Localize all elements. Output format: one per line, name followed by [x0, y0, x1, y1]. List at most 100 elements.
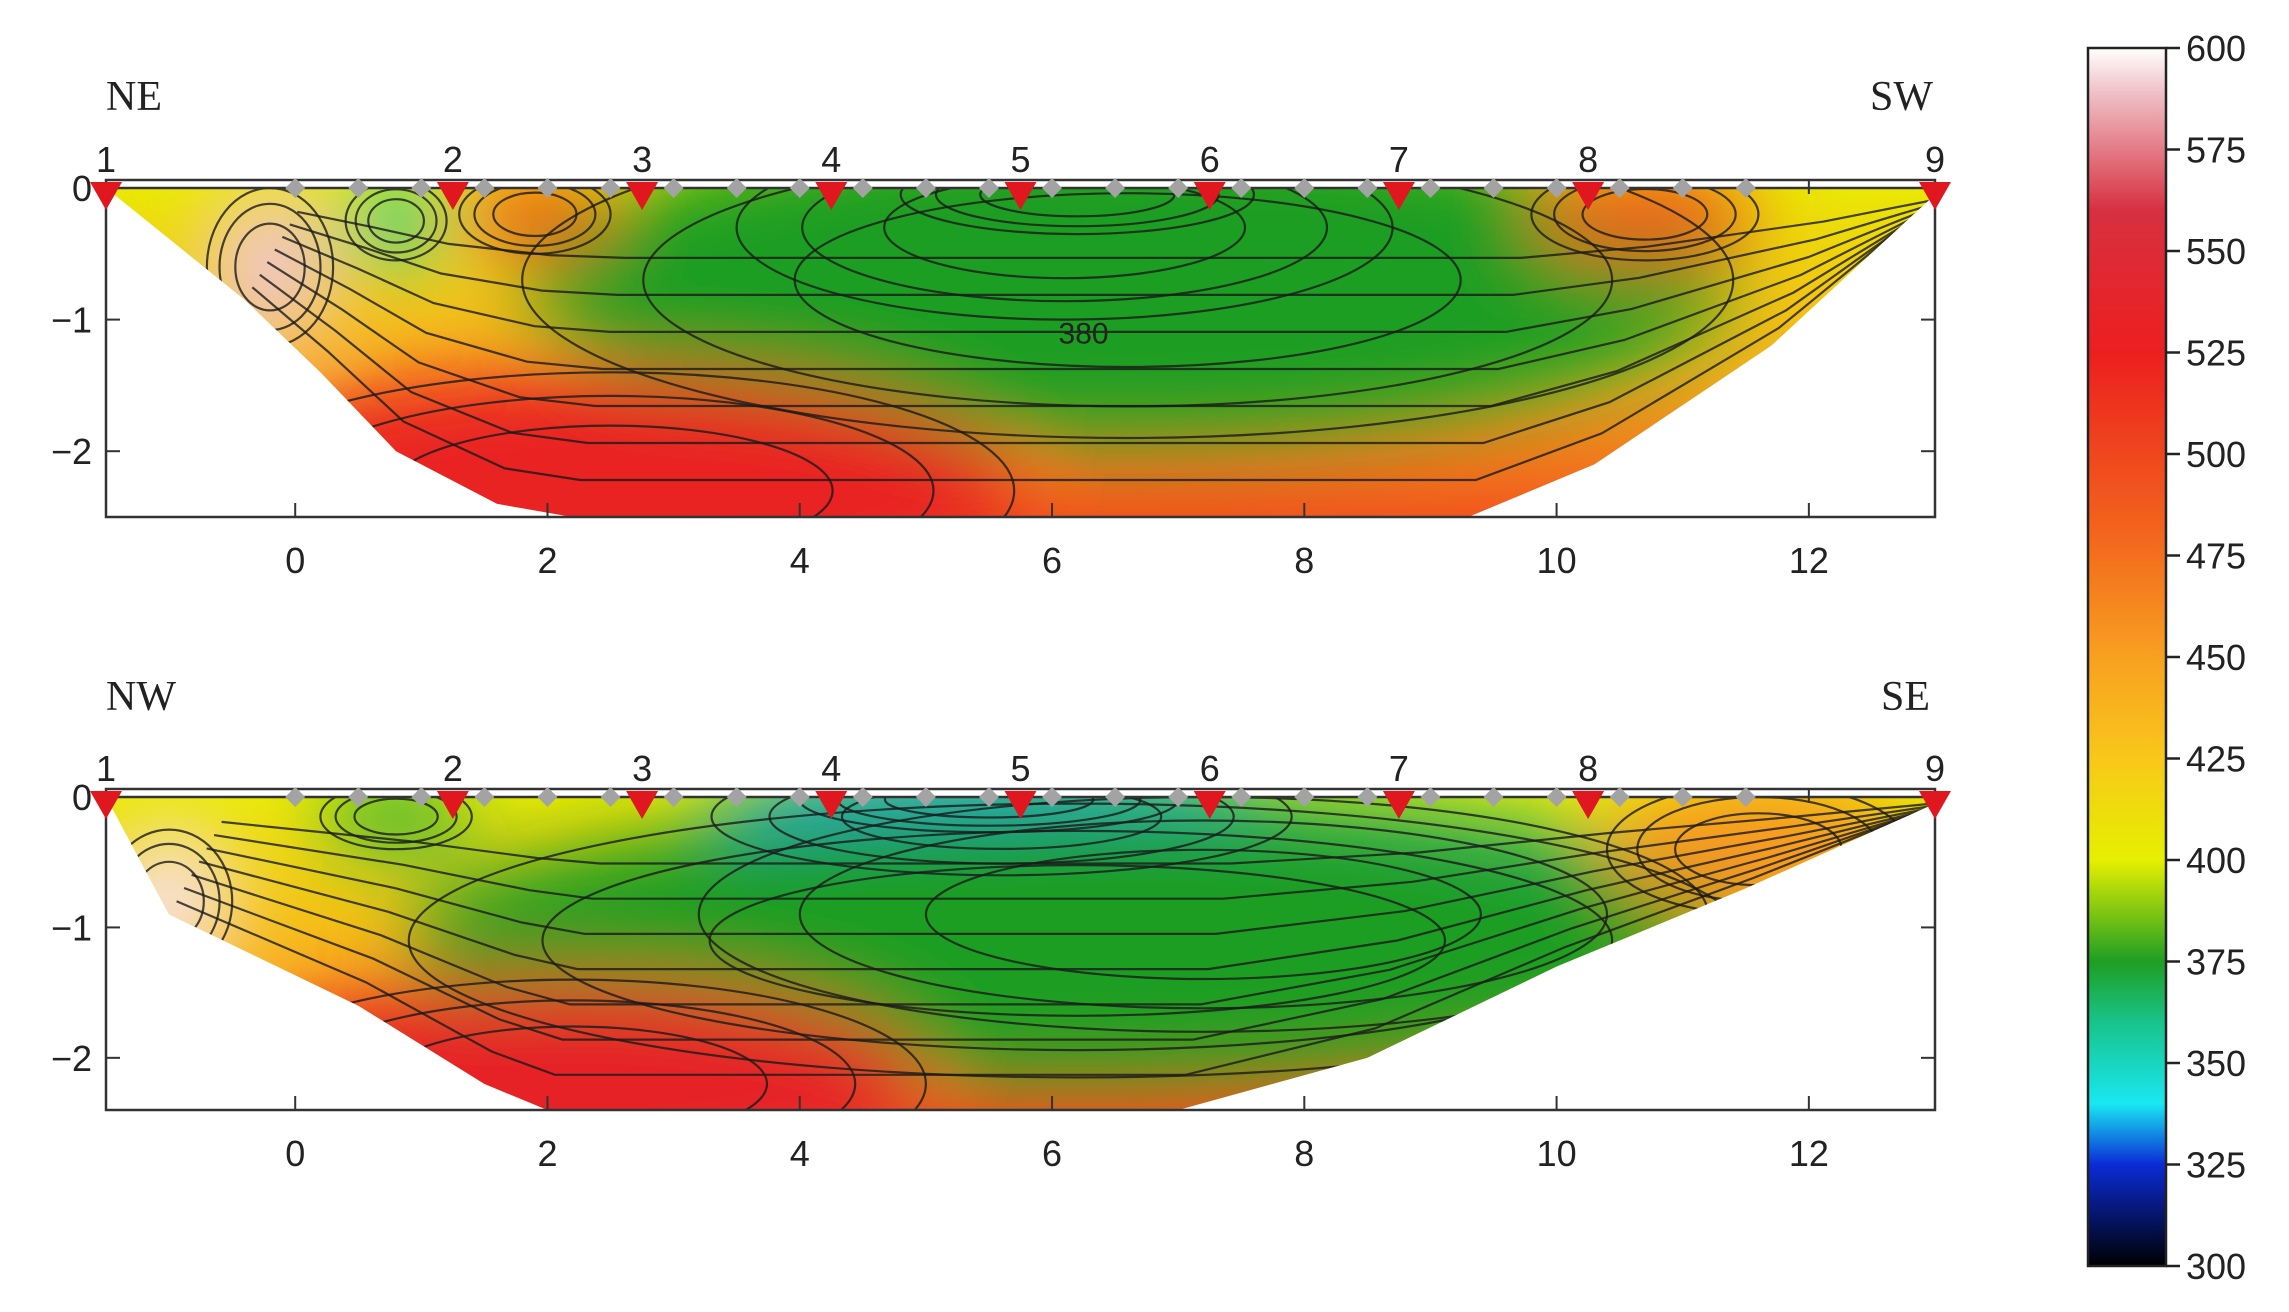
- x-tick-label: 6: [1042, 540, 1062, 581]
- electrode-marker: [978, 178, 999, 198]
- y-tick-label: −2: [51, 431, 92, 472]
- electrode-marker: [1672, 787, 1693, 807]
- electrode-marker: [1168, 787, 1189, 807]
- contour-line: [251, 192, 1935, 482]
- colorbar-tick-label: 600: [2186, 28, 2246, 69]
- station-marker: [815, 182, 848, 210]
- electrode-marker: [1483, 787, 1504, 807]
- electrode-marker: [537, 178, 558, 198]
- station-marker: [1572, 182, 1605, 210]
- electrode-marker: [1546, 178, 1567, 198]
- contour-line: [708, 864, 1447, 1017]
- electrode-marker: [537, 787, 558, 807]
- station-marker: [1919, 791, 1951, 819]
- electrode-marker: [1546, 787, 1567, 807]
- colorbar-tick-label: 325: [2186, 1145, 2246, 1186]
- contour-line: [289, 189, 1935, 296]
- contour-line: [334, 797, 458, 844]
- colorbar-tick-label: 500: [2186, 434, 2246, 475]
- contour-line: [234, 222, 306, 312]
- station-label: 5: [1010, 139, 1030, 180]
- station-marker: [815, 791, 848, 819]
- x-tick-label: 12: [1789, 1133, 1829, 1174]
- electrode-marker: [789, 787, 810, 807]
- y-tick-label: 0: [72, 777, 92, 818]
- station-marker: [90, 182, 122, 210]
- contour-line: [221, 797, 1935, 865]
- colorbar-tick-label: 450: [2186, 637, 2246, 678]
- electrode-marker: [1042, 178, 1063, 198]
- contour-line: [353, 797, 439, 836]
- station-marker: [90, 791, 122, 819]
- bottom-profile-panel: NW SE 0 2 4 6 8 10 120−1−21 2 3 4 5 6 7 8 9: [51, 674, 1951, 1174]
- station-label: 9: [1925, 139, 1945, 180]
- profile-plot: 0 2 4 6 8 10 120−1−21 2 3 4 5 6 7 8 9: [51, 748, 1951, 1174]
- electrode-marker: [726, 787, 747, 807]
- colorbar-tick-label: 375: [2186, 942, 2246, 983]
- contour-line: [297, 188, 1935, 259]
- y-tick-label: −1: [51, 300, 92, 341]
- electrode-marker: [1357, 178, 1378, 198]
- station-label: 1: [96, 748, 116, 789]
- electrode-marker: [1609, 178, 1630, 198]
- x-tick-label: 6: [1042, 1133, 1062, 1174]
- direction-label-left: NE: [106, 74, 162, 120]
- contour-line: [198, 799, 1935, 971]
- contour-line: [367, 198, 426, 244]
- electrode-marker: [789, 178, 810, 198]
- x-tick-label: 12: [1789, 540, 1829, 581]
- y-tick-label: 0: [72, 168, 92, 209]
- direction-label-right: SE: [1881, 674, 1930, 720]
- plot-frame: [104, 787, 1937, 1112]
- station-label: 6: [1200, 748, 1220, 789]
- station-marker: [1919, 182, 1951, 210]
- colorbar-tick-label: 300: [2186, 1246, 2246, 1287]
- station-label: 4: [821, 748, 841, 789]
- contour-line: [541, 829, 1614, 1052]
- station-label: 3: [632, 139, 652, 180]
- electrode-marker: [600, 178, 621, 198]
- direction-label-left: NW: [106, 674, 176, 720]
- electrode-marker: [663, 787, 684, 807]
- contour-line: [259, 192, 1935, 445]
- station-marker: [1382, 182, 1415, 210]
- contour-line: [1530, 188, 1760, 262]
- resistivity-anomaly: [219, 979, 926, 1110]
- station-marker: [1004, 182, 1037, 210]
- colorbar-ramp: [2086, 46, 2168, 1268]
- electrode-marker: [1294, 178, 1315, 198]
- electrode-marker: [663, 178, 684, 198]
- electrode-marker: [600, 787, 621, 807]
- station-label: 1: [96, 139, 116, 180]
- station-marker: [1572, 791, 1605, 819]
- station-marker: [1004, 791, 1037, 819]
- contour-line: [473, 188, 597, 247]
- station-label: 7: [1389, 139, 1409, 180]
- electrode-marker: [1231, 787, 1252, 807]
- station-label: 4: [821, 139, 841, 180]
- contour-lines: [205, 188, 1935, 517]
- electrode-marker: [1420, 787, 1441, 807]
- contour-line: [934, 188, 1220, 228]
- station-marker: [1193, 182, 1226, 210]
- contour-line: [191, 800, 1935, 1006]
- direction-label-right: SW: [1870, 74, 1933, 120]
- colorbar-tick-label: 550: [2186, 231, 2246, 272]
- contour-line: [1552, 188, 1737, 253]
- station-label: 9: [1925, 748, 1945, 789]
- contour-line: [281, 189, 1935, 333]
- electrode-marker: [726, 178, 747, 198]
- contour-line: [354, 188, 438, 254]
- colorbar-tick-label: 400: [2186, 840, 2246, 881]
- colorbar-tick-label: 525: [2186, 333, 2246, 374]
- contour-line: [213, 798, 1935, 900]
- electrode-marker: [285, 178, 306, 198]
- contour-line: [924, 848, 1483, 981]
- resistivity-field: [106, 797, 1935, 1110]
- electrode-marker: [411, 178, 432, 198]
- contour-line: [183, 801, 1935, 1041]
- station-label: 2: [443, 748, 463, 789]
